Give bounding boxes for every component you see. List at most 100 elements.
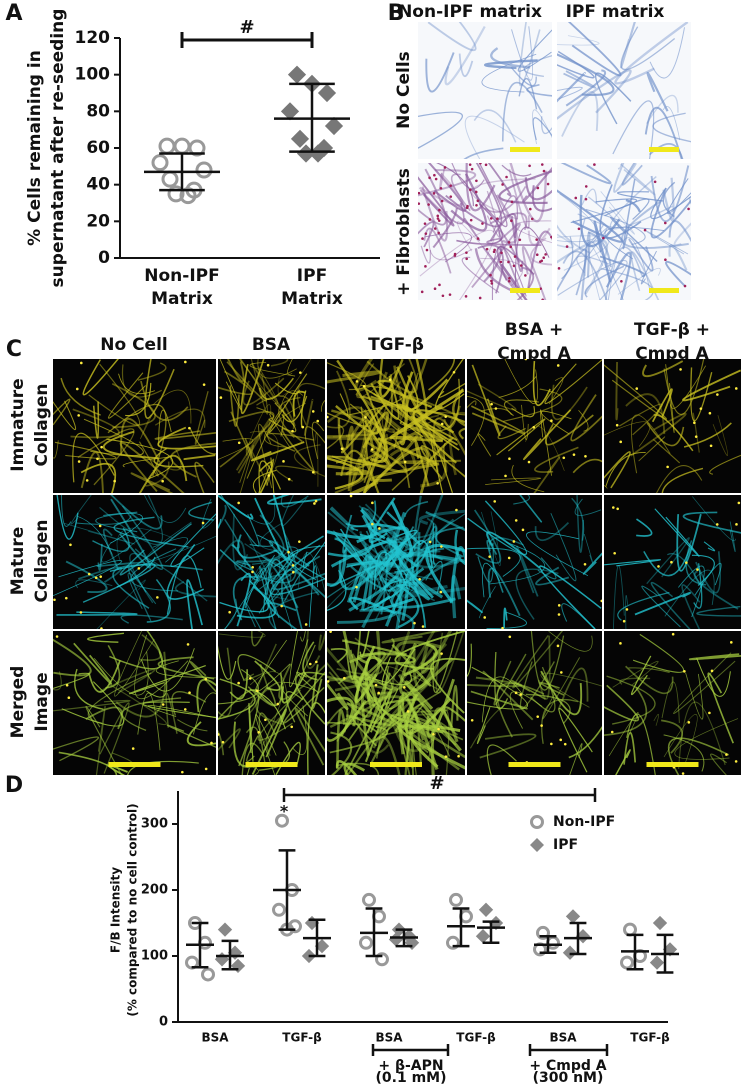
cell — [622, 619, 626, 623]
strand — [621, 163, 643, 186]
strand — [550, 513, 577, 582]
strand — [625, 665, 674, 695]
strand — [443, 442, 447, 473]
strand — [264, 402, 306, 448]
strand — [689, 653, 741, 661]
cell — [64, 596, 68, 600]
strand — [372, 735, 401, 775]
strand — [78, 566, 123, 584]
strand — [255, 541, 297, 584]
strand — [399, 372, 419, 421]
strand — [250, 362, 296, 427]
strand — [218, 370, 253, 396]
cell — [478, 296, 482, 300]
strand — [280, 495, 309, 508]
strand — [327, 681, 349, 711]
strand — [127, 760, 199, 775]
strand — [259, 741, 290, 771]
strand — [617, 267, 661, 295]
strand — [249, 361, 296, 377]
strand — [557, 35, 600, 46]
strand — [584, 241, 624, 300]
cell — [291, 429, 294, 433]
cell — [437, 727, 440, 731]
x-tick-label: BSA — [201, 1031, 229, 1045]
strand — [577, 196, 620, 229]
strand — [219, 359, 242, 411]
cell — [540, 259, 544, 263]
data-point — [324, 116, 344, 136]
strand — [604, 451, 631, 489]
cell — [507, 279, 511, 283]
strand — [712, 415, 729, 456]
strand — [425, 52, 455, 93]
cell — [500, 251, 503, 255]
strand — [412, 707, 451, 775]
strand — [643, 548, 691, 577]
y-axis-label: (% compared to no cell control) — [126, 803, 140, 1016]
strand — [681, 584, 701, 629]
strand — [129, 552, 208, 604]
strand — [61, 495, 72, 527]
strand — [113, 516, 189, 548]
cell — [490, 279, 493, 283]
strand — [362, 541, 409, 583]
strand — [518, 22, 541, 87]
cell — [565, 245, 569, 248]
strand — [249, 689, 286, 730]
cell — [264, 718, 267, 722]
strand — [578, 409, 589, 432]
strand — [396, 721, 412, 775]
x-tick-label: IPF — [297, 266, 327, 286]
cell — [501, 183, 504, 186]
strand — [327, 406, 368, 456]
data-point — [565, 909, 581, 924]
strand — [330, 731, 353, 775]
cell — [257, 731, 260, 734]
cell — [276, 702, 280, 706]
strand — [537, 557, 557, 580]
strand — [609, 176, 673, 230]
strand — [294, 444, 325, 478]
strand — [471, 223, 521, 289]
micrograph — [218, 631, 325, 775]
strand — [296, 382, 325, 426]
strand — [477, 433, 492, 457]
significance-bracket — [282, 788, 597, 802]
strand — [642, 360, 684, 378]
cell — [251, 570, 254, 574]
strand — [651, 388, 673, 423]
strand — [557, 50, 595, 79]
strand — [82, 359, 119, 396]
strand — [102, 528, 120, 571]
strand — [254, 495, 290, 561]
cell — [507, 241, 511, 244]
strand — [470, 163, 508, 228]
strand — [329, 691, 391, 729]
strand — [96, 561, 143, 567]
cell — [490, 402, 493, 406]
strand — [450, 173, 471, 212]
cell — [440, 199, 444, 203]
data-point — [173, 137, 191, 155]
strand — [327, 721, 389, 754]
strand — [336, 577, 403, 624]
cell — [421, 625, 425, 628]
strand — [519, 661, 555, 709]
strand — [193, 692, 216, 735]
strand — [53, 560, 123, 597]
strand — [632, 633, 685, 673]
cell — [559, 738, 563, 742]
scale-bar — [510, 288, 540, 293]
strand — [274, 382, 301, 395]
cell — [181, 770, 184, 774]
strand — [121, 364, 163, 398]
cell — [441, 294, 445, 298]
strand — [344, 547, 382, 592]
strand — [583, 533, 594, 564]
cell — [423, 222, 427, 225]
strand — [238, 359, 279, 404]
strand — [280, 495, 308, 527]
strand — [362, 411, 389, 493]
cell — [439, 590, 443, 594]
